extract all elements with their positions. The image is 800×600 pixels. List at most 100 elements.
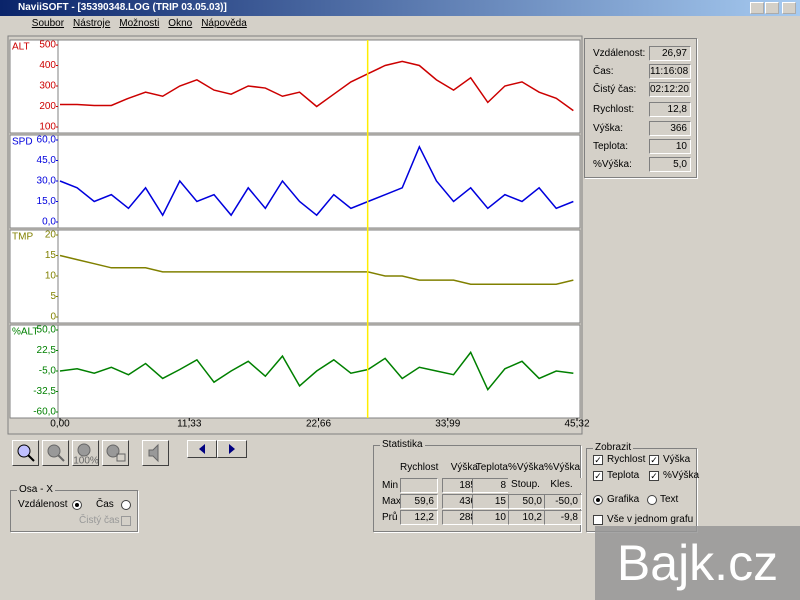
x-tick-label: 11,33	[177, 419, 202, 430]
watermark: Bajk.cz	[595, 526, 800, 600]
y-tick-label: -60,0	[33, 407, 56, 418]
option-label: Čas	[96, 499, 114, 510]
chart-panel	[9, 324, 581, 419]
zoom-label: 100%	[73, 456, 98, 465]
checkbox[interactable]: ✓	[649, 471, 659, 481]
info-value: 10	[649, 139, 691, 154]
checkbox-all-in-one[interactable]	[593, 515, 603, 525]
zoom-100-button[interactable]: 100%	[72, 440, 99, 467]
stat-cell: 8	[472, 478, 510, 493]
column-header: %Výška	[508, 462, 545, 473]
checkbox[interactable]: ✓	[649, 455, 659, 465]
sound-button[interactable]	[142, 440, 169, 466]
checkbox[interactable]: ✓	[593, 471, 603, 481]
radio-distance[interactable]	[72, 500, 82, 510]
x-tick-label: 33,99	[435, 419, 460, 430]
y-tick-label: 400	[39, 60, 56, 71]
series-label: ALT	[12, 42, 30, 53]
stat-cell: 185	[442, 478, 480, 493]
chart-panel	[9, 39, 581, 134]
data-line	[60, 60, 574, 112]
group-title: Zobrazit	[593, 442, 634, 453]
row-label: Prů	[382, 512, 398, 523]
radio-graph[interactable]	[593, 495, 603, 505]
info-value: 12,8	[649, 102, 691, 117]
column-header: %Výška	[544, 462, 581, 473]
next-button[interactable]	[217, 440, 247, 458]
data-line	[59, 145, 574, 217]
info-value: 5,0	[649, 157, 691, 172]
info-value: 11:16:08	[649, 64, 691, 79]
row-label: Max	[382, 496, 401, 507]
series-label: %ALT	[12, 327, 39, 338]
statistics-group: Statistika Rychlost Výška Teplota %Výška %Vý…	[373, 439, 582, 532]
y-tick-label: 0,0	[42, 217, 56, 228]
window-title: NaviiSOFT - [35390348.LOG (TRIP 03.05.03…	[18, 2, 227, 13]
option-label: Výška	[663, 454, 691, 465]
option-label: Text	[660, 494, 679, 505]
display-group: Zobrazit Grafika Text Vše v jednom grafu…	[586, 442, 700, 532]
y-tick-label: 60,0	[37, 135, 57, 146]
zoom-in-button[interactable]	[12, 440, 39, 466]
stat-cell: 50,0	[508, 494, 546, 509]
menu-item[interactable]: Možnosti	[119, 18, 160, 29]
radio-text[interactable]	[647, 495, 657, 505]
y-tick-label: 30,0	[37, 176, 57, 187]
checkbox[interactable]: ✓	[593, 455, 603, 465]
chart-panel	[9, 229, 581, 324]
y-tick-label: 15	[45, 250, 57, 261]
column-header: Výška	[450, 462, 478, 473]
y-tick-label: 15,0	[37, 196, 57, 207]
menu-item[interactable]: Nástroje	[73, 18, 111, 29]
info-label: Čistý čas:	[593, 84, 637, 95]
group-title: Statistika	[380, 439, 425, 450]
y-tick-label: -5,0	[39, 366, 57, 377]
x-tick-label: 22,66	[306, 419, 331, 430]
option-label: Grafika	[607, 494, 640, 505]
option-label: Rychlost	[607, 454, 646, 465]
option-label: Čistý čas	[79, 515, 120, 526]
menu-bar: Soubor Nástroje Možnosti Okno Nápověda	[0, 16, 800, 31]
close-button[interactable]	[782, 2, 796, 14]
axis-x-group: Osa - X Vzdálenost Čas Čistý čas	[10, 484, 138, 532]
x-tick-label: 45,32	[564, 419, 589, 430]
stat-cell: Stoup.	[508, 478, 546, 493]
minimize-button[interactable]	[750, 2, 764, 14]
stat-cell: 12,2	[400, 510, 438, 525]
series-label: TMP	[12, 232, 33, 243]
y-tick-label: 100	[39, 122, 56, 133]
y-tick-label: 300	[39, 81, 56, 92]
x-tick-label: 0,00	[50, 419, 70, 430]
info-panel: Vzdálenost: 26,97 Čas: 11:16:08 Čistý čas: 02…	[584, 38, 697, 178]
zoom-button[interactable]	[42, 440, 69, 466]
radio-time[interactable]	[121, 500, 131, 510]
info-label: Výška:	[593, 123, 624, 134]
zoom-fit-button[interactable]	[102, 440, 129, 466]
charts: ALT100200300400500SPD0,015,030,045,060,0…	[7, 35, 590, 435]
option-label: Vzdálenost	[18, 499, 68, 510]
menu-item[interactable]: Okno	[168, 18, 193, 29]
stat-cell: -9,8	[544, 510, 582, 525]
y-tick-label: 5	[50, 291, 56, 302]
maximize-button[interactable]	[765, 2, 779, 14]
stat-cell: 15	[472, 494, 510, 509]
stat-cell: 10	[472, 510, 510, 525]
y-tick-label: 200	[39, 101, 56, 112]
option-label: %Výška	[663, 470, 700, 481]
data-line	[59, 350, 574, 392]
y-tick-label: 45,0	[37, 155, 57, 166]
info-label: Čas:	[593, 66, 614, 77]
info-label: %Výška:	[593, 159, 632, 170]
prev-button[interactable]	[187, 440, 217, 458]
menu-item[interactable]: Nápověda	[201, 18, 247, 29]
y-tick-label: -32,5	[33, 386, 56, 397]
stat-cell: 10,2	[508, 510, 546, 525]
checkbox-net-time	[121, 516, 131, 526]
y-tick-label: 500	[39, 40, 56, 51]
stat-cell	[400, 478, 438, 493]
stat-cell: 59,6	[400, 494, 438, 509]
info-value: 02:12:20	[649, 82, 691, 97]
menu-item[interactable]: Soubor	[31, 18, 65, 29]
info-value: 366	[649, 121, 691, 136]
